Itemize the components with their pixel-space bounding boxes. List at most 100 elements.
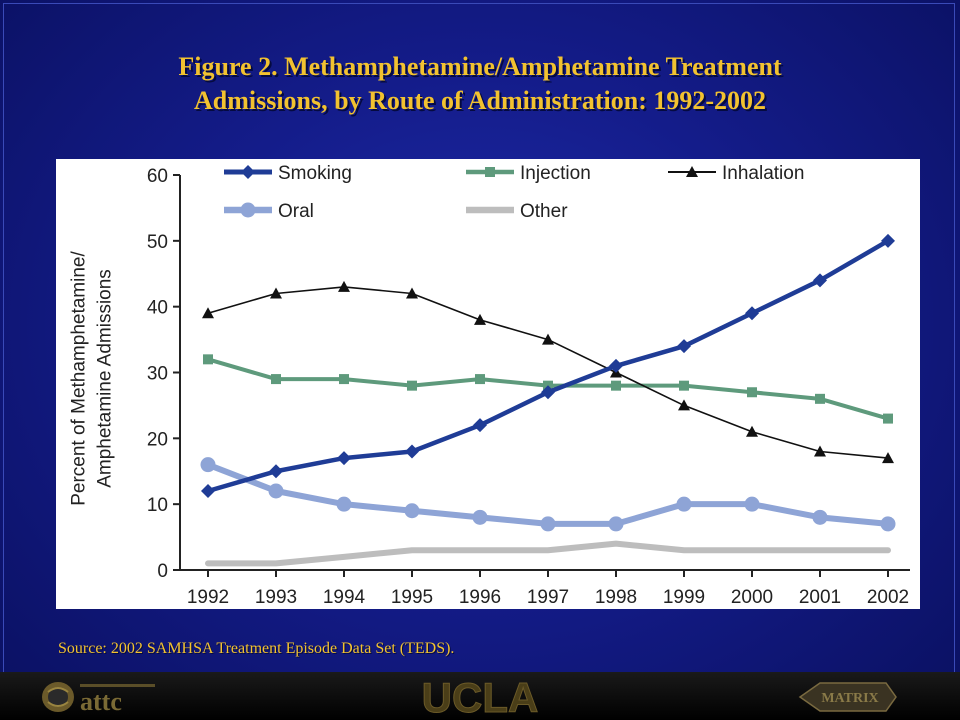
- x-tick-label-1997: 1997: [527, 587, 569, 608]
- point-oral-1992: [200, 457, 216, 473]
- point-smoking-1995: [405, 444, 419, 459]
- x-tick-label-2002: 2002: [867, 587, 909, 608]
- legend-marker-injection: [485, 167, 495, 177]
- point-oral-2001: [812, 509, 828, 525]
- y-tick-label-30: 30: [147, 364, 168, 385]
- point-oral-1993: [268, 483, 284, 499]
- point-smoking-1994: [337, 451, 351, 466]
- y-tick-label-0: 0: [157, 561, 168, 582]
- point-inhalation-1997: [542, 333, 554, 345]
- legend-label-injection: Injection: [520, 163, 591, 184]
- point-oral-1997: [540, 516, 556, 532]
- x-tick-label-1995: 1995: [391, 587, 433, 608]
- point-oral-1994: [336, 496, 352, 512]
- point-smoking-1993: [269, 464, 283, 479]
- y-axis-label-line-1: Percent of Methamphetamine/: [69, 251, 90, 506]
- point-smoking-1996: [473, 418, 487, 433]
- point-inhalation-2001: [814, 445, 826, 457]
- point-injection-1995: [407, 380, 417, 391]
- x-tick-label-1999: 1999: [663, 587, 705, 608]
- x-tick-label-1996: 1996: [459, 587, 501, 608]
- legend-item-oral: Oral: [224, 201, 314, 222]
- legend-marker-oral: [240, 202, 256, 218]
- point-oral-2002: [880, 516, 896, 532]
- point-smoking-2001: [813, 273, 827, 288]
- legend-label-other: Other: [520, 201, 568, 222]
- legend-item-injection: Injection: [466, 163, 591, 184]
- point-smoking-1998: [609, 358, 623, 373]
- point-oral-1999: [676, 496, 692, 512]
- x-tick-label-1993: 1993: [255, 587, 297, 608]
- ucla-logo-text: UCLA: [422, 674, 539, 718]
- legend-label-oral: Oral: [278, 201, 314, 222]
- y-axis-label-line-2: Amphetamine Admissions: [95, 269, 116, 488]
- series-smoking: [201, 233, 895, 498]
- x-tick-label-1994: 1994: [323, 587, 366, 608]
- line-chart: 0 10 20 30 40 50 60 1992 1993 1994 1995 1996 1997 199…: [69, 163, 910, 608]
- series-line-oral: [205, 461, 891, 527]
- slide-title: Figure 2. Methamphetamine/Amphetamine Tr…: [60, 50, 900, 118]
- point-inhalation-2002: [882, 452, 894, 464]
- point-injection-2002: [883, 413, 893, 424]
- point-injection-1994: [339, 374, 349, 385]
- point-oral-2000: [744, 496, 760, 512]
- y-tick-label-20: 20: [147, 429, 168, 450]
- legend-item-other: Other: [466, 201, 568, 222]
- chart-series: [200, 233, 896, 567]
- series-inhalation: [202, 280, 894, 464]
- attc-logo: attc: [42, 682, 155, 714]
- series-line-inhalation: [207, 286, 889, 459]
- matrix-logo-text: MATRIX: [821, 691, 878, 706]
- point-smoking-2000: [745, 306, 759, 321]
- x-tick-label-2000: 2000: [731, 587, 773, 608]
- point-injection-1998: [611, 380, 621, 391]
- y-tick-label-10: 10: [147, 495, 168, 516]
- legend-marker-inhalation: [686, 166, 698, 177]
- point-smoking-1999: [677, 339, 691, 354]
- point-injection-1999: [679, 380, 689, 391]
- point-injection-2001: [815, 393, 825, 404]
- y-tick-label-50: 50: [147, 232, 168, 253]
- slide-title-line-2: Admissions, by Route of Administration: …: [193, 86, 767, 115]
- point-inhalation-1995: [406, 287, 418, 299]
- series-line-smoking: [205, 238, 891, 494]
- point-smoking-1992: [201, 484, 215, 498]
- point-smoking-1997: [541, 385, 555, 400]
- point-inhalation-1996: [474, 313, 486, 325]
- point-oral-1998: [608, 516, 624, 532]
- attc-logo-text: attc: [80, 687, 122, 714]
- matrix-logo: MATRIX: [798, 682, 897, 712]
- point-oral-1995: [404, 503, 420, 519]
- point-inhalation-1994: [338, 280, 350, 292]
- chart-panel: 0 10 20 30 40 50 60 1992 1993 1994 1995 1996 1997 199…: [56, 159, 920, 609]
- x-tick-label-1998: 1998: [595, 587, 637, 608]
- point-inhalation-2000: [746, 425, 758, 437]
- chart-legend: Smoking Injection Inhalation Oral Other: [224, 163, 804, 222]
- series-line-other: [205, 540, 891, 567]
- series-other: [205, 540, 891, 567]
- point-oral-1996: [472, 509, 488, 525]
- legend-item-smoking: Smoking: [224, 163, 352, 184]
- footer-bar: [0, 672, 960, 720]
- point-smoking-2002: [881, 233, 895, 248]
- series-oral: [200, 457, 896, 532]
- legend-marker-smoking: [241, 165, 255, 179]
- slide-title-line-1: Figure 2. Methamphetamine/Amphetamine Tr…: [178, 52, 782, 81]
- point-inhalation-1999: [678, 399, 690, 411]
- point-injection-2000: [747, 387, 757, 398]
- legend-item-inhalation: Inhalation: [668, 163, 804, 184]
- point-injection-1993: [271, 374, 281, 385]
- source-note: Source: 2002 SAMHSA Treatment Episode Da…: [58, 640, 455, 657]
- point-injection-1996: [475, 374, 485, 385]
- point-injection-1992: [203, 354, 213, 365]
- y-tick-label-40: 40: [147, 298, 168, 319]
- legend-label-smoking: Smoking: [278, 163, 352, 184]
- point-inhalation-1993: [270, 287, 282, 299]
- x-tick-label-1992: 1992: [187, 587, 229, 608]
- y-tick-label-60: 60: [147, 166, 168, 187]
- ucla-logo: UCLA: [421, 674, 539, 718]
- chart-axes: 0 10 20 30 40 50 60 1992 1993 1994 1995 1996 1997 199…: [147, 166, 910, 608]
- x-tick-label-2001: 2001: [799, 587, 841, 608]
- y-axis-label: Percent of Methamphetamine/Amphetamine A…: [69, 251, 116, 506]
- point-inhalation-1992: [202, 307, 214, 319]
